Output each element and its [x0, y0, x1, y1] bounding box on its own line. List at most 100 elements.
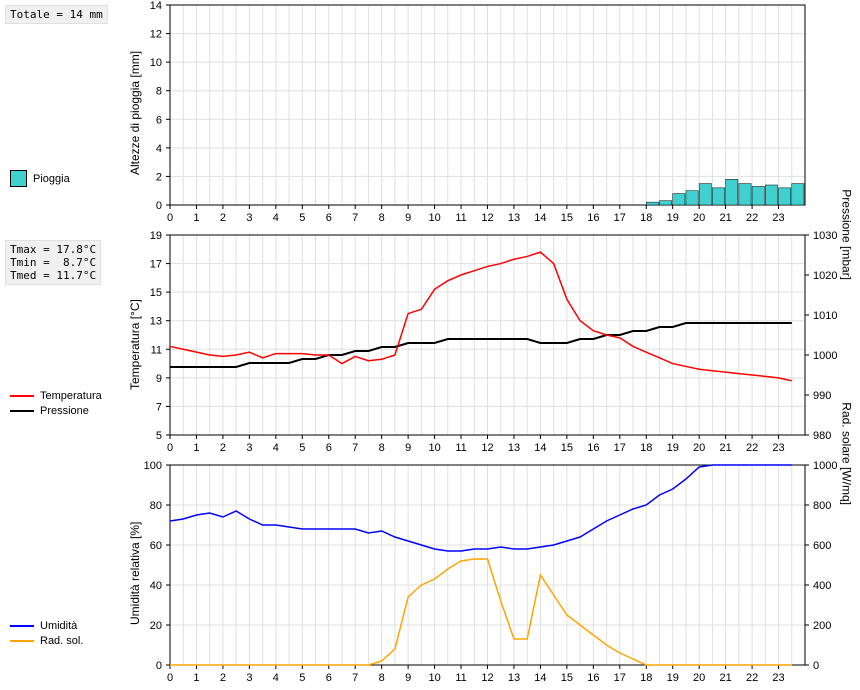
svg-text:19: 19: [667, 672, 679, 684]
svg-text:1000: 1000: [813, 350, 837, 362]
svg-text:8: 8: [156, 86, 162, 98]
svg-text:200: 200: [813, 620, 831, 632]
pioggia-swatch: [10, 170, 27, 187]
svg-text:19: 19: [667, 212, 679, 224]
svg-text:10: 10: [428, 442, 440, 454]
svg-text:11: 11: [455, 442, 466, 454]
svg-text:22: 22: [746, 442, 758, 454]
rain-bar: [686, 191, 698, 205]
svg-text:22: 22: [746, 672, 758, 684]
rad-line-icon: [10, 640, 34, 642]
svg-text:800: 800: [813, 500, 831, 512]
svg-text:6: 6: [326, 442, 332, 454]
svg-text:980: 980: [813, 430, 831, 442]
svg-text:7: 7: [352, 672, 358, 684]
pioggia-legend-label: Pioggia: [33, 173, 70, 185]
svg-text:7: 7: [352, 442, 358, 454]
temp-legend-label: Temperatura: [40, 390, 102, 402]
svg-text:0: 0: [167, 442, 173, 454]
temp-stats: Tmax = 17.8°C Tmin = 8.7°C Tmed = 11.7°C: [5, 240, 101, 285]
svg-text:80: 80: [150, 500, 162, 512]
press-legend-label: Pressione: [40, 405, 89, 417]
rain-bar: [739, 184, 751, 205]
svg-text:4: 4: [273, 212, 279, 224]
svg-text:0: 0: [167, 212, 173, 224]
svg-text:5: 5: [299, 212, 305, 224]
svg-text:16: 16: [587, 672, 599, 684]
svg-text:10: 10: [428, 212, 440, 224]
svg-text:18: 18: [640, 672, 652, 684]
svg-text:18: 18: [640, 442, 652, 454]
svg-text:19: 19: [150, 230, 162, 242]
panel3-ylabel-left: Umidità relativa [%]: [128, 522, 142, 625]
legend-umidita: Umidità: [10, 620, 77, 632]
svg-text:9: 9: [156, 373, 162, 385]
svg-text:17: 17: [614, 212, 626, 224]
svg-text:17: 17: [150, 259, 162, 271]
svg-text:12: 12: [481, 442, 493, 454]
svg-text:16: 16: [587, 212, 599, 224]
svg-text:14: 14: [534, 672, 546, 684]
svg-text:21: 21: [720, 442, 732, 454]
svg-text:0: 0: [156, 660, 162, 672]
svg-text:15: 15: [561, 442, 573, 454]
svg-text:5: 5: [299, 672, 305, 684]
svg-text:2: 2: [220, 442, 226, 454]
svg-text:11: 11: [151, 344, 162, 356]
legend-pioggia: Pioggia: [10, 170, 70, 187]
svg-text:1000: 1000: [813, 460, 837, 472]
svg-text:8: 8: [379, 442, 385, 454]
rain-bar: [646, 202, 658, 205]
svg-text:9: 9: [405, 672, 411, 684]
press-line-icon: [10, 410, 34, 412]
svg-text:1010: 1010: [813, 310, 837, 322]
legend-temperatura: Temperatura: [10, 390, 102, 402]
svg-text:20: 20: [693, 212, 705, 224]
panel2-ylabel-right: Pressione [mbar]: [840, 189, 854, 280]
svg-text:1020: 1020: [813, 270, 837, 282]
svg-text:20: 20: [150, 620, 162, 632]
svg-text:990: 990: [813, 390, 831, 402]
svg-text:6: 6: [156, 114, 162, 126]
svg-text:15: 15: [150, 287, 162, 299]
rain-bar: [752, 186, 764, 205]
svg-text:3: 3: [246, 442, 252, 454]
svg-text:4: 4: [273, 672, 279, 684]
svg-text:3: 3: [246, 672, 252, 684]
umid-line-icon: [10, 625, 34, 627]
svg-text:19: 19: [667, 442, 679, 454]
svg-text:14: 14: [534, 212, 546, 224]
panel1-ylabel: Altezze di pioggia [mm]: [128, 51, 142, 175]
svg-text:5: 5: [156, 430, 162, 442]
svg-text:4: 4: [156, 143, 162, 155]
svg-text:9: 9: [405, 212, 411, 224]
svg-text:9: 9: [405, 442, 411, 454]
svg-text:6: 6: [326, 212, 332, 224]
svg-text:11: 11: [455, 212, 466, 224]
svg-text:18: 18: [640, 212, 652, 224]
svg-text:16: 16: [587, 442, 599, 454]
svg-text:1: 1: [193, 212, 199, 224]
svg-text:400: 400: [813, 580, 831, 592]
rain-bar: [699, 184, 711, 205]
svg-text:6: 6: [326, 672, 332, 684]
legend-radiazione: Rad. sol.: [10, 635, 83, 647]
svg-text:5: 5: [299, 442, 305, 454]
rain-bar: [726, 179, 738, 205]
svg-text:8: 8: [379, 672, 385, 684]
svg-text:0: 0: [156, 200, 162, 212]
svg-text:4: 4: [273, 442, 279, 454]
svg-text:13: 13: [508, 212, 520, 224]
rain-bar: [712, 188, 724, 205]
svg-text:60: 60: [150, 540, 162, 552]
svg-text:7: 7: [352, 212, 358, 224]
svg-text:17: 17: [614, 672, 626, 684]
rain-bar: [765, 185, 777, 205]
svg-text:0: 0: [813, 660, 819, 672]
svg-text:1: 1: [193, 442, 199, 454]
svg-text:2: 2: [220, 212, 226, 224]
svg-text:15: 15: [561, 212, 573, 224]
svg-text:21: 21: [720, 672, 732, 684]
svg-text:20: 20: [693, 672, 705, 684]
svg-text:23: 23: [772, 672, 784, 684]
